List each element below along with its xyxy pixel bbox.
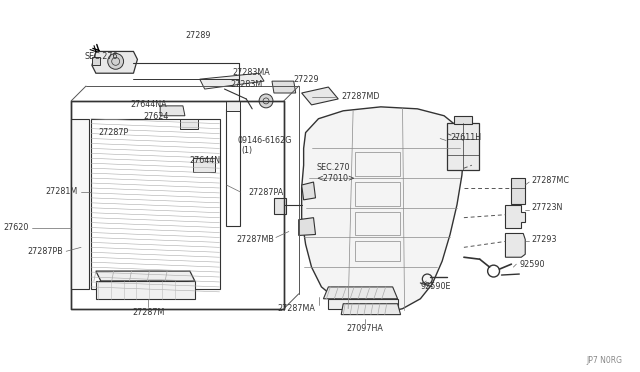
Polygon shape <box>272 81 296 93</box>
Bar <box>180 119 198 129</box>
Text: 92590E: 92590E <box>420 282 451 291</box>
Text: 27287PB: 27287PB <box>28 247 63 256</box>
Bar <box>92 57 100 65</box>
Bar <box>355 241 399 261</box>
Text: 27624: 27624 <box>144 112 169 121</box>
Polygon shape <box>301 107 464 314</box>
Polygon shape <box>506 205 525 228</box>
Text: 09146-6162G: 09146-6162G <box>237 136 292 145</box>
Text: 27293: 27293 <box>531 235 557 244</box>
Text: 27644NA: 27644NA <box>131 100 167 109</box>
Text: (1): (1) <box>241 146 252 155</box>
Text: 27287MA: 27287MA <box>278 304 316 313</box>
Polygon shape <box>506 234 525 257</box>
Bar <box>355 153 399 176</box>
Polygon shape <box>323 287 397 299</box>
Text: SEC.276: SEC.276 <box>84 52 118 61</box>
Text: SEC.270: SEC.270 <box>317 163 350 172</box>
Text: 27287MD: 27287MD <box>341 93 380 102</box>
Text: 27644N: 27644N <box>190 156 221 165</box>
Text: 27097HA: 27097HA <box>346 324 383 333</box>
Polygon shape <box>96 271 195 281</box>
Bar <box>71 101 284 309</box>
Text: 27620: 27620 <box>3 223 29 232</box>
Circle shape <box>108 54 124 69</box>
Bar <box>454 116 472 124</box>
Bar <box>355 182 399 206</box>
Bar <box>71 119 89 289</box>
Bar <box>274 198 286 214</box>
Polygon shape <box>301 182 316 200</box>
Polygon shape <box>160 106 185 116</box>
Text: 27287MC: 27287MC <box>531 176 569 185</box>
Text: 27289: 27289 <box>185 31 211 40</box>
Text: 27611H: 27611H <box>450 133 481 142</box>
Text: 92590: 92590 <box>519 260 545 269</box>
Circle shape <box>259 94 273 108</box>
Bar <box>227 109 240 225</box>
Bar <box>227 101 240 111</box>
Text: 27281M: 27281M <box>46 187 78 196</box>
Polygon shape <box>341 304 401 315</box>
Polygon shape <box>301 87 339 105</box>
Text: 27723N: 27723N <box>531 203 563 212</box>
Text: 27287MB: 27287MB <box>236 235 274 244</box>
Polygon shape <box>299 218 316 235</box>
Text: 27283MA: 27283MA <box>232 68 270 77</box>
Text: <27010>: <27010> <box>317 174 355 183</box>
Bar <box>355 212 399 235</box>
Text: 27287P: 27287P <box>99 128 129 137</box>
Text: 27283M: 27283M <box>230 80 262 89</box>
Bar <box>447 123 479 170</box>
Text: 27287PA: 27287PA <box>248 189 284 198</box>
Bar <box>328 299 397 309</box>
Bar <box>91 119 220 289</box>
Bar <box>193 158 214 172</box>
Polygon shape <box>92 51 138 73</box>
Bar <box>511 178 525 204</box>
Text: JP7 N0RG: JP7 N0RG <box>586 356 622 365</box>
Polygon shape <box>200 73 264 89</box>
Text: 27229: 27229 <box>294 75 319 84</box>
Bar <box>96 281 195 299</box>
Text: 27287M: 27287M <box>132 308 164 317</box>
